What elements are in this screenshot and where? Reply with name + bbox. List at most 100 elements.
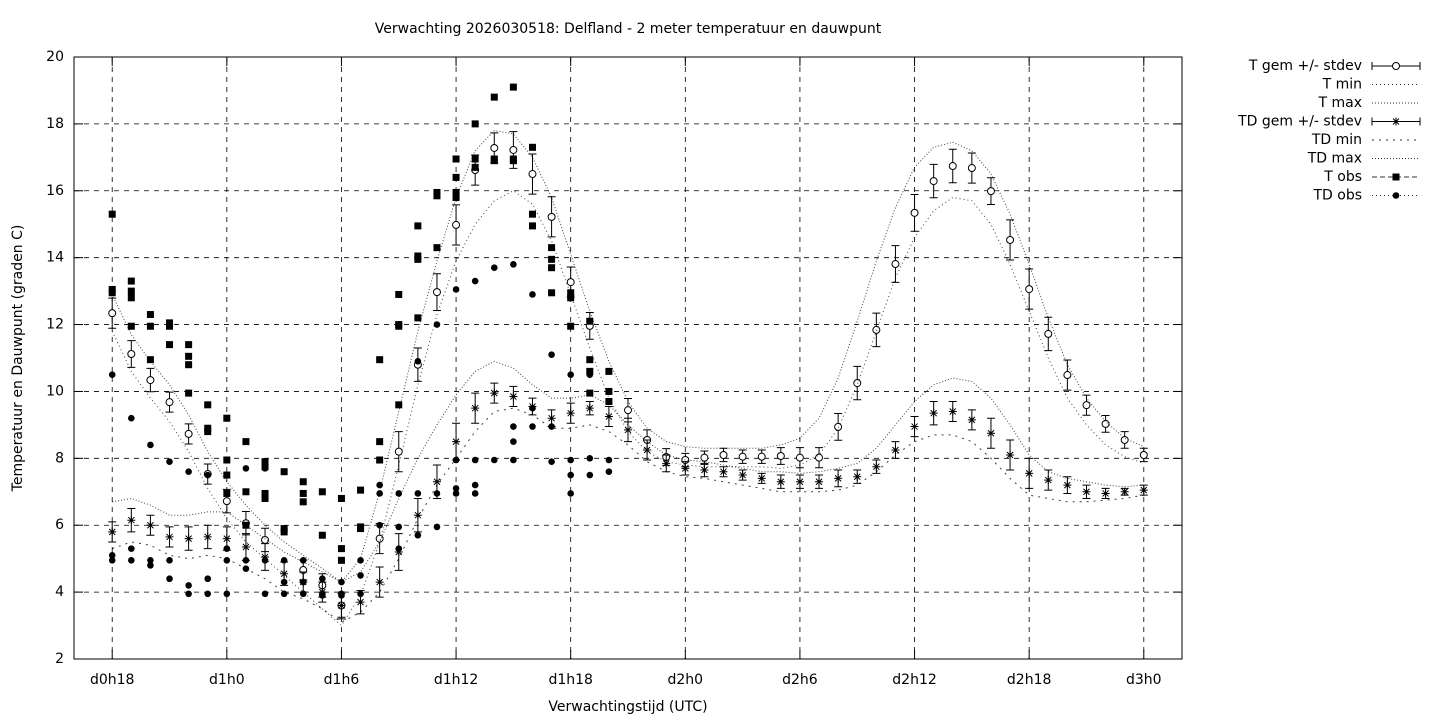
- point: [795, 477, 804, 486]
- point: [166, 557, 173, 564]
- point: [299, 578, 307, 586]
- point: [433, 490, 441, 497]
- point: [452, 437, 461, 446]
- point: [280, 590, 288, 598]
- point: [586, 367, 594, 375]
- point: [128, 557, 135, 564]
- point: [166, 458, 173, 465]
- point: [128, 414, 135, 422]
- point: [528, 222, 536, 230]
- point: [108, 309, 117, 318]
- x-tick-label: d2h18: [1007, 672, 1051, 688]
- point: [108, 557, 116, 564]
- point: [337, 494, 345, 502]
- point: [1025, 469, 1034, 478]
- point: [146, 322, 154, 330]
- point: [357, 557, 364, 564]
- point: [1082, 401, 1091, 410]
- point: [853, 379, 862, 388]
- point: [528, 210, 536, 218]
- point: [719, 450, 728, 459]
- point: [509, 157, 517, 165]
- y-tick-label: 2: [55, 651, 64, 667]
- point: [509, 145, 518, 154]
- point: [528, 143, 536, 151]
- legend-label: TD gem +/- stdev: [1237, 114, 1362, 130]
- point: [510, 423, 517, 430]
- point: [509, 83, 517, 91]
- point: [738, 452, 747, 461]
- point: [337, 601, 346, 610]
- point: [299, 590, 307, 598]
- x-tick-label: d1h18: [548, 672, 592, 688]
- point: [510, 261, 517, 268]
- y-tick-label: 18: [46, 116, 64, 132]
- point: [299, 489, 307, 497]
- point: [1139, 486, 1148, 495]
- point: [280, 569, 289, 578]
- point: [891, 445, 900, 454]
- point: [127, 322, 135, 330]
- point: [795, 453, 804, 462]
- point: [261, 458, 269, 466]
- point: [242, 521, 250, 529]
- point: [834, 474, 843, 483]
- point: [375, 534, 384, 543]
- point: [586, 455, 594, 462]
- point: [223, 590, 231, 598]
- y-tick-label: 14: [46, 250, 64, 266]
- point: [394, 447, 403, 456]
- point: [223, 557, 231, 564]
- x-tick-label: d2h6: [782, 672, 818, 688]
- point: [586, 356, 594, 364]
- point: [165, 398, 174, 407]
- point: [242, 557, 250, 564]
- point: [204, 471, 212, 479]
- point: [948, 407, 957, 416]
- point: [548, 351, 555, 358]
- point: [567, 322, 575, 330]
- point: [471, 481, 479, 489]
- point: [1101, 419, 1110, 428]
- point: [929, 409, 938, 418]
- point: [586, 317, 594, 325]
- point: [414, 314, 422, 322]
- point: [184, 429, 193, 438]
- point: [223, 414, 231, 422]
- point: [146, 376, 155, 385]
- point: [357, 525, 365, 533]
- point: [185, 582, 192, 589]
- point: [242, 565, 250, 572]
- point: [815, 453, 824, 462]
- point: [108, 527, 117, 536]
- point: [376, 521, 383, 529]
- point: [490, 93, 498, 101]
- point: [567, 490, 574, 497]
- point: [605, 367, 613, 375]
- point: [776, 477, 785, 486]
- point: [395, 490, 403, 497]
- legend-label: TD obs: [1312, 188, 1362, 204]
- point: [548, 458, 555, 465]
- legend-label: TD max: [1307, 151, 1362, 167]
- point: [1101, 489, 1110, 498]
- point: [127, 277, 135, 285]
- point: [948, 162, 957, 171]
- point: [452, 490, 460, 497]
- point: [223, 456, 231, 464]
- legend-label: T max: [1317, 95, 1362, 111]
- point: [452, 155, 460, 163]
- point: [853, 472, 862, 481]
- point: [604, 412, 613, 421]
- point: [185, 361, 193, 369]
- x-tick-label: d1h6: [324, 672, 360, 688]
- point: [395, 545, 403, 552]
- line: [112, 360, 1144, 583]
- point: [185, 468, 192, 476]
- point: [185, 590, 192, 598]
- point: [452, 220, 461, 229]
- point: [624, 406, 632, 415]
- point: [241, 542, 250, 551]
